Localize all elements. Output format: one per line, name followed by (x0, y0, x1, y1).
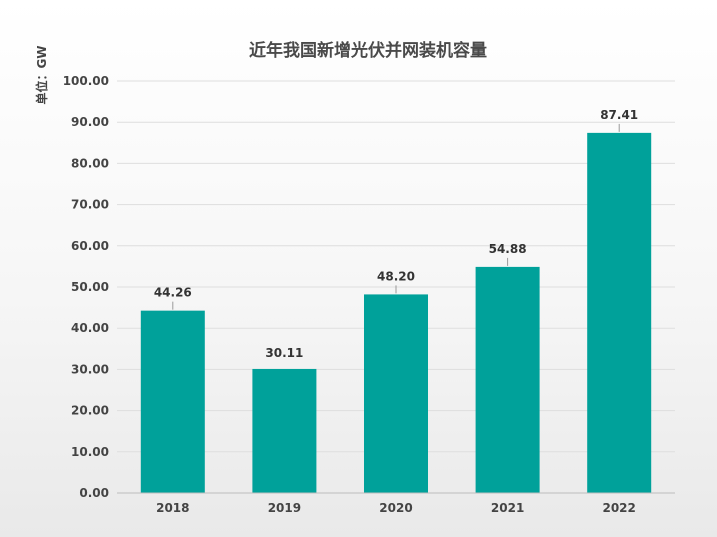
y-tick-label: 90.00 (71, 115, 109, 129)
bar-2019 (252, 368, 317, 493)
x-tick-label: 2022 (602, 501, 635, 515)
x-tick-label: 2021 (491, 501, 524, 515)
bars (140, 132, 652, 494)
y-tick-label: 50.00 (71, 280, 109, 294)
y-tick-label: 20.00 (71, 404, 109, 418)
x-tick-label: 2020 (379, 501, 412, 515)
y-tick-label: 80.00 (71, 156, 109, 170)
y-tick-label: 100.00 (63, 74, 109, 88)
bar-2020 (364, 294, 428, 493)
x-tick-label: 2019 (268, 501, 301, 515)
y-tick-label: 70.00 (71, 198, 109, 212)
x-axis-ticks: 2018 2019 2020 2021 2022 (156, 501, 636, 515)
data-label: 44.26 (154, 286, 192, 300)
y-tick-label: 0.00 (79, 486, 109, 500)
bar-2018 (140, 310, 205, 493)
y-tick-label: 10.00 (71, 445, 109, 459)
data-label: 87.41 (600, 108, 638, 122)
y-tick-label: 60.00 (71, 239, 109, 253)
y-tick-label: 40.00 (71, 321, 109, 335)
x-tick-label: 2018 (156, 501, 189, 515)
y-tick-label: 30.00 (71, 362, 109, 376)
y-axis-ticks: 0.00 10.00 20.00 30.00 40.00 50.00 60.00 70.00 8… (63, 74, 109, 500)
data-label: 48.20 (377, 269, 415, 283)
bar-2022 (587, 132, 652, 494)
data-label: 54.88 (489, 242, 527, 256)
chart-title: 近年我国新增光伏并网装机容量 (249, 40, 487, 61)
y-axis-label: 单位：GW (34, 45, 49, 104)
data-labels: 44.26 30.11 48.20 54.88 87.41 (154, 108, 638, 360)
bar-2021 (475, 266, 540, 493)
data-label: 30.11 (265, 346, 303, 360)
